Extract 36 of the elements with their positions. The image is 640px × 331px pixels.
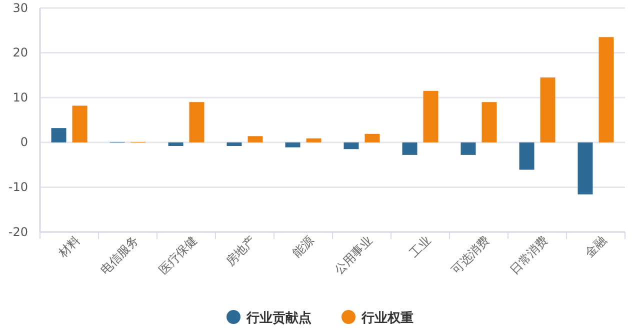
- x-tick-label: 医疗保健: [156, 233, 200, 278]
- bar: [306, 138, 322, 142]
- bar: [189, 102, 204, 142]
- bar: [168, 142, 184, 146]
- bar: [578, 142, 593, 194]
- x-tick-label: 电信服务: [97, 233, 142, 278]
- bar: [402, 142, 418, 155]
- bar: [226, 142, 242, 146]
- bar: [248, 136, 263, 142]
- x-tick-label: 可选消费: [448, 233, 492, 278]
- legend-label: 行业贡献点: [246, 310, 312, 326]
- bar: [344, 142, 359, 150]
- legend-label: 行业权重: [360, 310, 414, 326]
- bar: [51, 128, 66, 142]
- y-tick-label: -20: [8, 224, 28, 239]
- x-tick-label: 工业: [406, 233, 434, 260]
- bar: [72, 106, 88, 142]
- bar: [482, 102, 497, 142]
- y-tick-label: -10: [8, 180, 28, 194]
- x-tick-label: 公用事业: [331, 233, 376, 278]
- x-tick-label: 房地产: [222, 233, 258, 269]
- bar: [598, 37, 614, 142]
- y-tick-label: 0: [20, 135, 28, 150]
- y-tick-label: 10: [12, 90, 28, 104]
- y-tick-label: 20: [12, 46, 28, 60]
- x-tick-label: 金融: [582, 233, 610, 260]
- y-tick-label: 30: [12, 0, 28, 15]
- bar: [460, 142, 476, 155]
- x-tick-label: 材料: [55, 233, 83, 261]
- bar: [364, 134, 380, 142]
- bar: [285, 142, 300, 148]
- x-tick-label: 日常消费: [506, 233, 551, 278]
- bar: [423, 90, 438, 142]
- x-tick-label: 能源: [290, 233, 317, 260]
- bar: [540, 77, 556, 142]
- bar: [519, 142, 534, 170]
